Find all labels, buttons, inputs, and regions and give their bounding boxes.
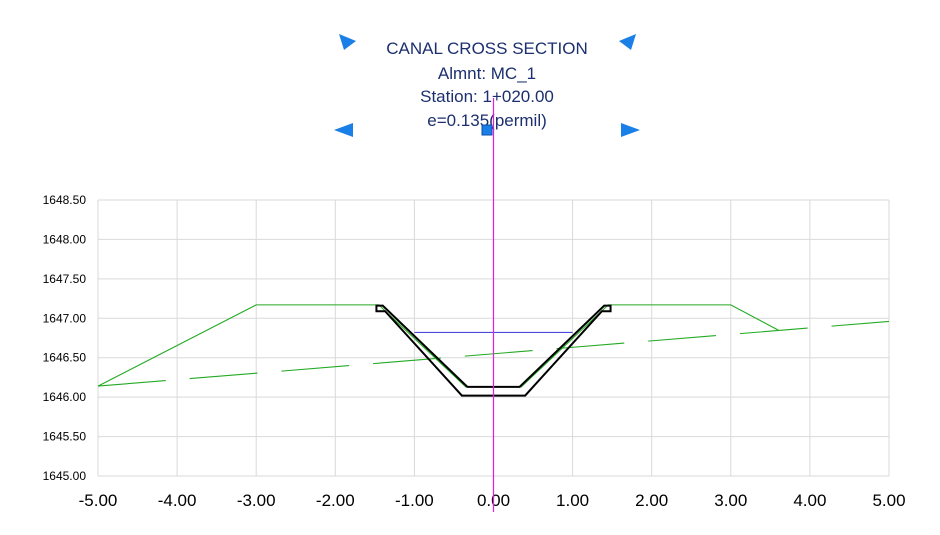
title-line: CANAL CROSS SECTION [386,39,588,58]
arrow-top-left-icon[interactable] [339,34,356,50]
x-tick-label: 3.00 [714,491,747,510]
axes: 1648.50 1648.00 1647.50 1647.00 1646.50 1646.… [43,193,906,510]
canal-lining [375,304,612,397]
x-tick-label: -5.00 [79,491,118,510]
x-tick-label: -3.00 [237,491,276,510]
y-tick-label: 1647.50 [43,272,87,286]
y-tick-label: 1645.50 [43,430,87,444]
x-tick-label: 4.00 [793,491,826,510]
grip-handles[interactable] [334,34,640,137]
x-tick-label: -1.00 [395,491,434,510]
y-tick-label: 1647.00 [43,311,87,325]
y-tick-label: 1645.00 [43,469,87,483]
x-tick-label: 1.00 [556,491,589,510]
grip-square-icon[interactable] [481,124,493,136]
section-title: CANAL CROSS SECTION Almnt: MC_1 Station:… [386,39,588,130]
x-tick-label: 2.00 [635,491,668,510]
y-tick-label: 1648.00 [43,232,87,246]
station-label: Station: 1+020.00 [420,87,554,106]
arrow-top-right-icon[interactable] [619,34,636,50]
x-tick-label: 5.00 [872,491,905,510]
series-line-design [97,304,779,388]
y-tick-label: 1648.50 [43,193,87,207]
alignment-label: Almnt: MC_1 [438,64,536,83]
y-tick-label: 1646.00 [43,390,87,404]
arrow-left-icon[interactable] [334,123,353,137]
x-tick-label: -2.00 [316,491,355,510]
x-tick-label: -4.00 [158,491,197,510]
arrow-right-icon[interactable] [621,123,640,137]
elevation-label: e=0.135(permil) [427,111,547,130]
y-tick-label: 1646.50 [43,351,87,365]
